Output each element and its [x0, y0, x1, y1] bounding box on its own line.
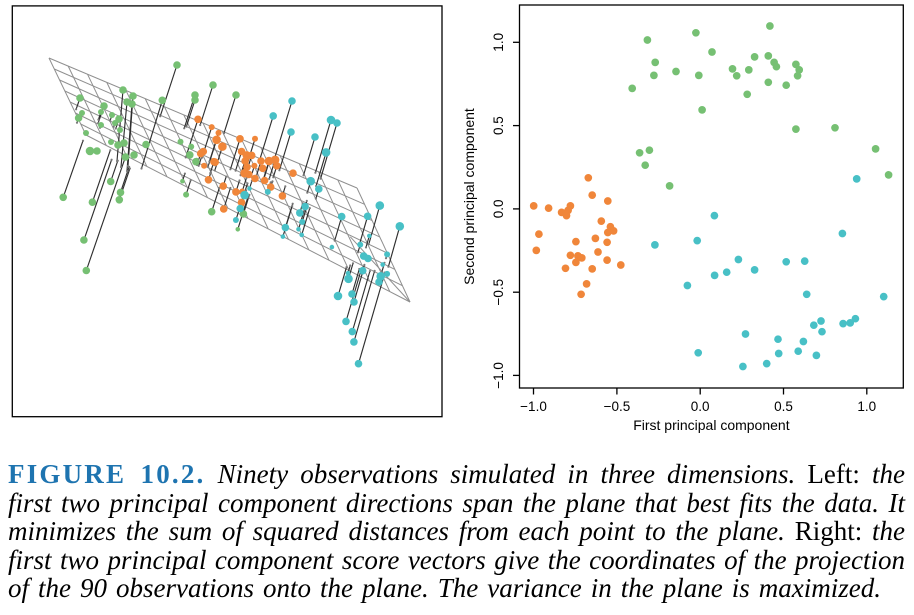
- svg-text:1.0: 1.0: [491, 33, 506, 52]
- svg-text:1.0: 1.0: [857, 399, 876, 414]
- svg-text:0.0: 0.0: [691, 399, 710, 414]
- svg-text:Second principal component: Second principal component: [461, 108, 477, 285]
- svg-text:−0.5: −0.5: [491, 279, 506, 306]
- svg-text:−1.0: −1.0: [491, 362, 506, 389]
- svg-text:First principal component: First principal component: [633, 417, 790, 433]
- svg-text:0.0: 0.0: [491, 200, 506, 219]
- svg-text:−0.5: −0.5: [604, 399, 631, 414]
- svg-text:−1.0: −1.0: [520, 399, 547, 414]
- svg-text:0.5: 0.5: [774, 399, 793, 414]
- svg-text:0.5: 0.5: [491, 116, 506, 135]
